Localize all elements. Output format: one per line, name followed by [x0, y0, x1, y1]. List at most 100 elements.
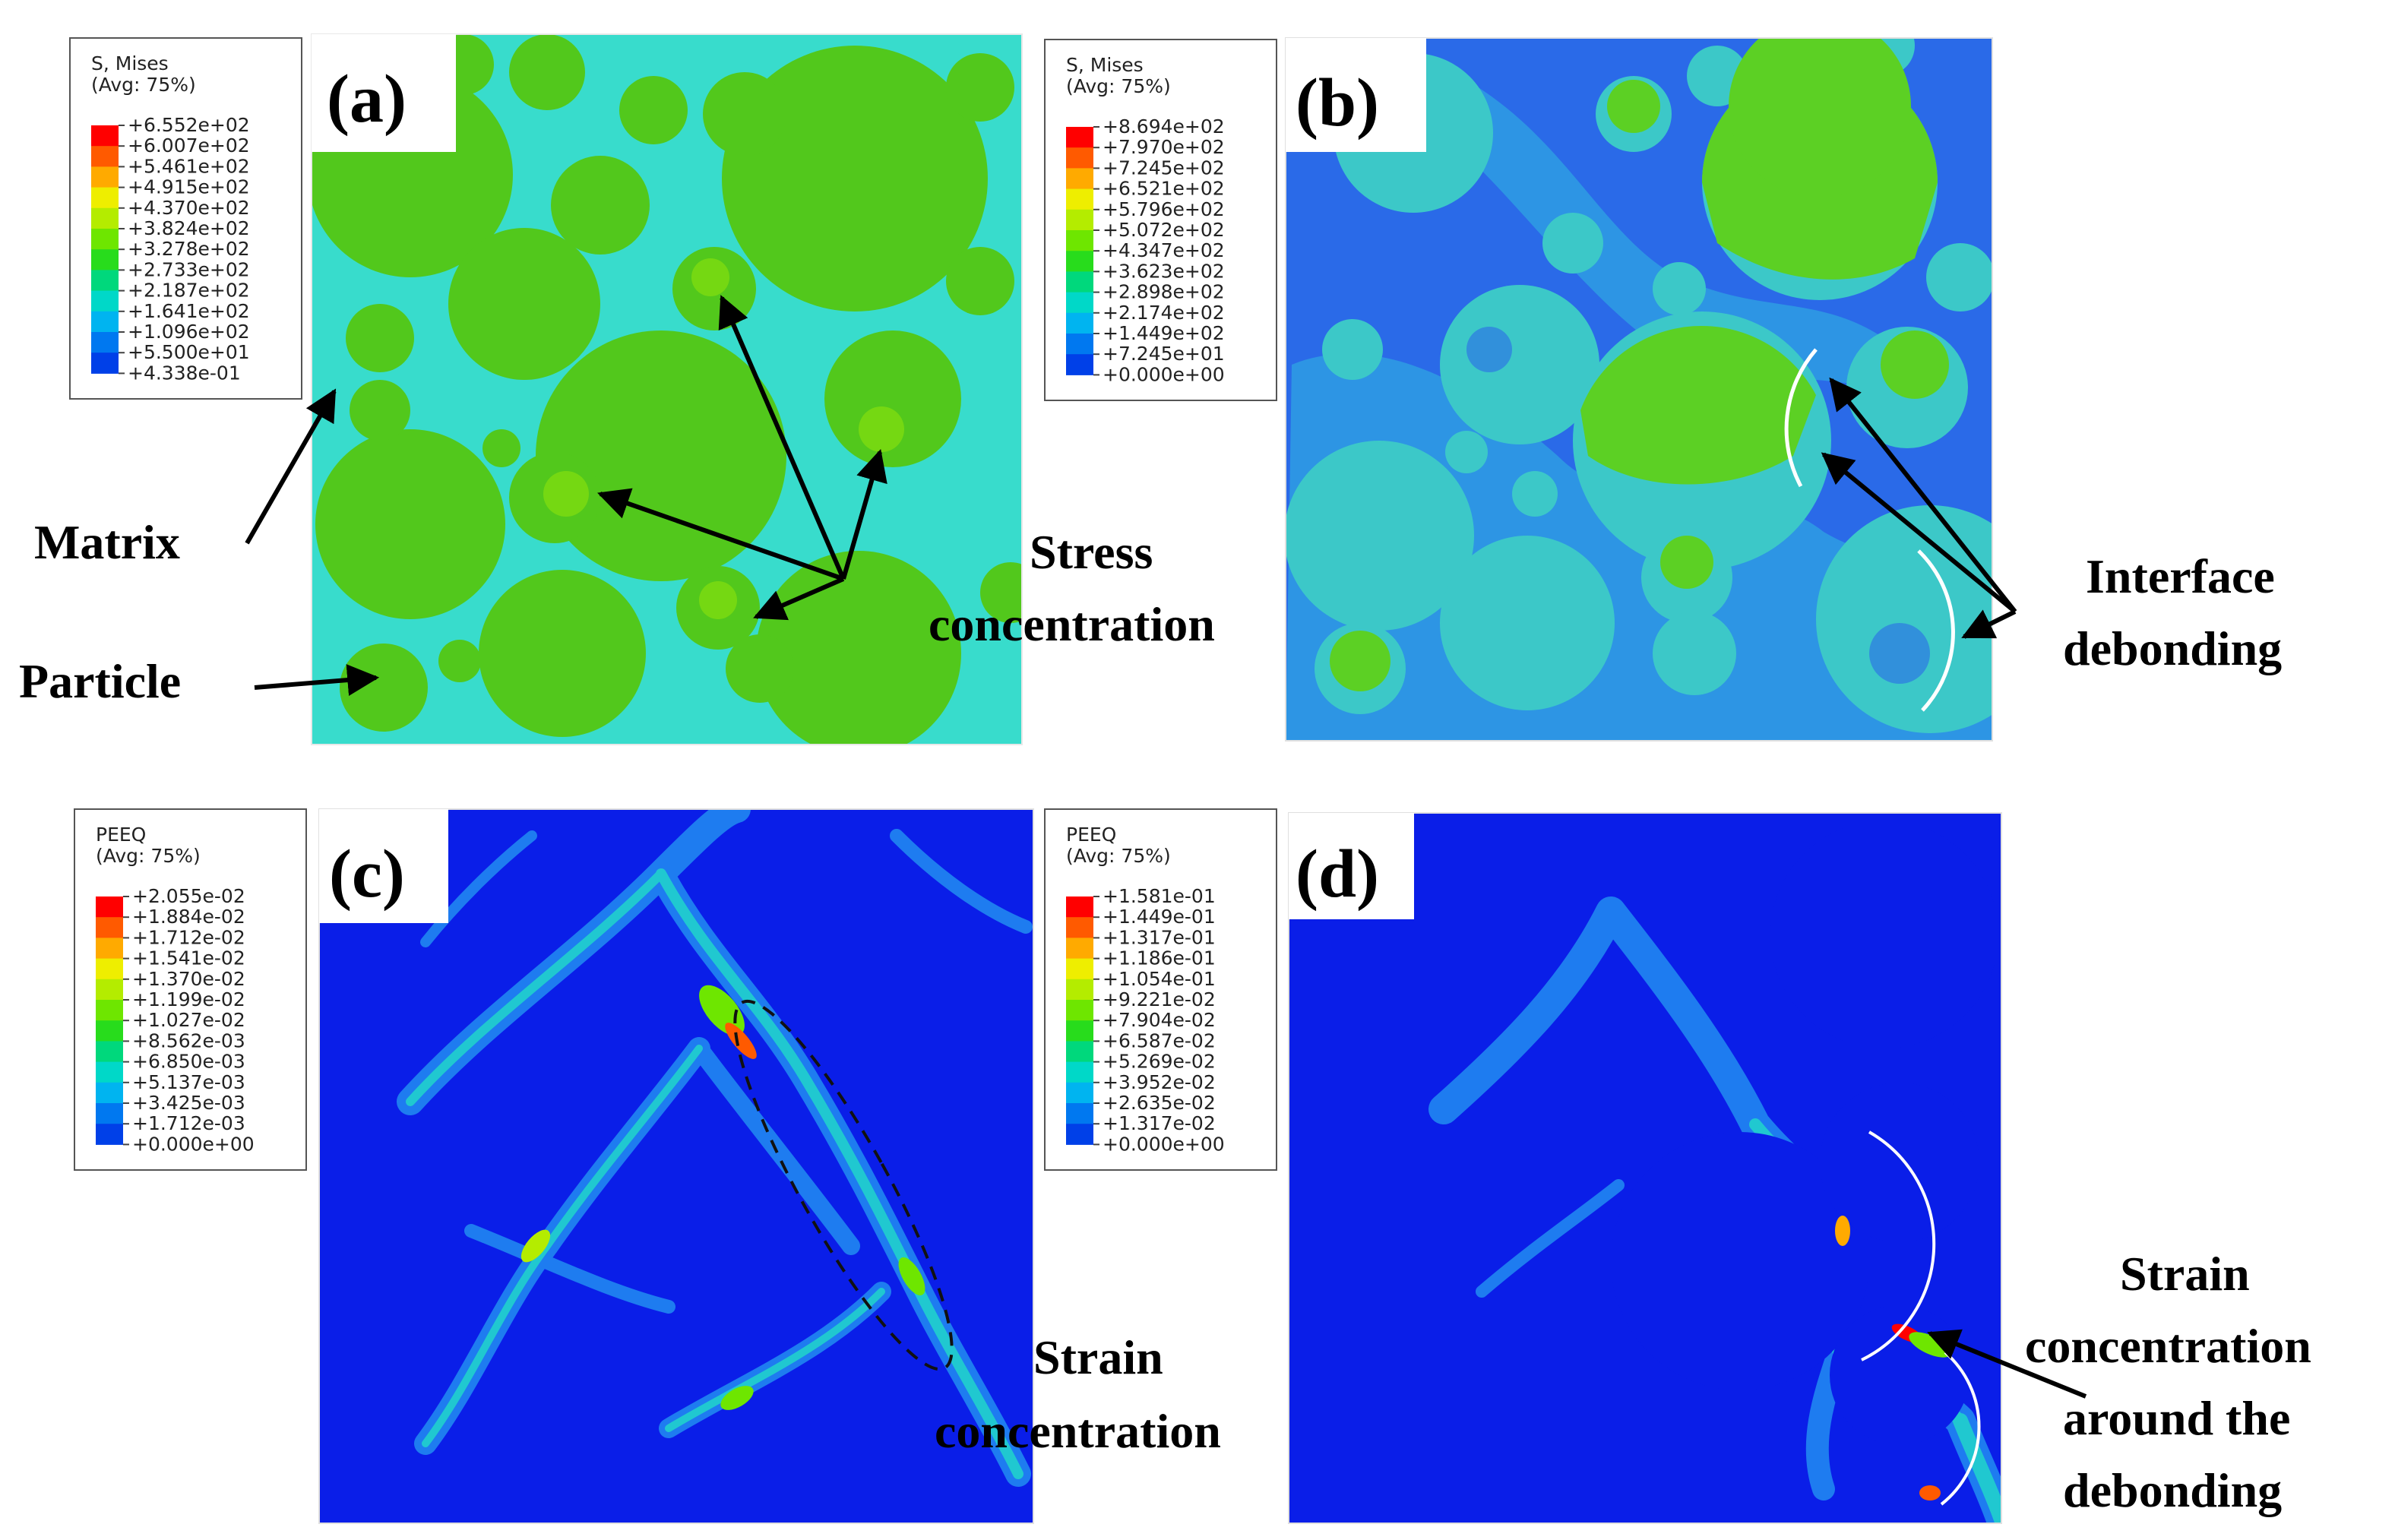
legend-value: +1.641e+02 — [128, 300, 250, 322]
panel-b: (b) S, Mises(Avg: 75%) +8.694e+02+7.970e+… — [1044, 37, 1993, 742]
annotation-particle: Particle — [19, 654, 181, 708]
panel-d-contour-field — [1289, 813, 2001, 1523]
legend-value: +8.694e+02 — [1103, 115, 1225, 138]
arrows-stress — [597, 295, 887, 621]
legend-value: +1.027e-02 — [132, 1009, 245, 1031]
legend-swatch — [91, 270, 119, 292]
panel-d: (d) PEEQ(Avg: 75%)+1.581e-01+1.449e-01+1… — [1044, 808, 2002, 1524]
legend-value: +6.850e-03 — [132, 1051, 245, 1073]
legend-swatch — [96, 1103, 123, 1124]
legend-swatch — [96, 1082, 123, 1104]
legend-value: +1.317e-01 — [1103, 926, 1216, 948]
legend-swatch — [1066, 354, 1093, 375]
legend-title-line: (Avg: 75%) — [1066, 75, 1171, 97]
annotation-strain-c-line2: concentration — [935, 1404, 1221, 1458]
panel-a-contour-field — [312, 34, 1022, 745]
legend-value: +4.347e+02 — [1103, 239, 1225, 261]
legend-swatch — [96, 1000, 123, 1021]
legend-value: +2.055e-02 — [132, 885, 245, 907]
legend-swatch — [1066, 958, 1093, 980]
legend-value: +4.338e-01 — [128, 362, 241, 384]
legend-value: +1.449e+02 — [1103, 322, 1225, 344]
arrow-particle — [254, 664, 380, 696]
legend-value: +1.884e-02 — [132, 906, 245, 928]
annotation-interface-line2: debonding — [2063, 621, 2282, 675]
legend-value: +0.000e+00 — [1103, 363, 1225, 385]
legend-swatch — [1066, 938, 1093, 960]
legend-value: +6.587e-02 — [1103, 1029, 1216, 1051]
legend-value: +1.541e-02 — [132, 947, 245, 969]
panel-label-a: (a) — [327, 62, 407, 137]
legend-title-line: PEEQ — [1066, 824, 1116, 846]
legend-value: +1.712e-03 — [132, 1112, 245, 1134]
legend-value: +1.054e-01 — [1103, 968, 1216, 990]
legend-swatch — [1066, 917, 1093, 938]
legend-value: +1.581e-01 — [1103, 885, 1216, 907]
legend-value: +1.096e+02 — [128, 321, 250, 343]
legend-value: +8.562e-03 — [132, 1029, 245, 1051]
legend-swatch — [1066, 168, 1093, 190]
legend-value: +1.449e-01 — [1103, 906, 1216, 928]
legend-swatch — [91, 290, 119, 312]
legend-value: +2.187e+02 — [128, 280, 250, 302]
annotation-strain-d-line1: Strain — [2120, 1247, 2250, 1301]
legend-value: +1.370e-02 — [132, 968, 245, 990]
legend-title-line: S, Mises — [1066, 54, 1144, 76]
panel-label-d: (d) — [1296, 836, 1379, 912]
legend-swatch — [1066, 1082, 1093, 1104]
annotation-strain-c-line1: Strain — [1033, 1330, 1163, 1384]
legend-swatch — [1066, 127, 1093, 148]
annotations: Matrix Particle Stress concentration Int… — [19, 295, 2311, 1517]
legend-swatch — [91, 332, 119, 353]
legend-value: +4.915e+02 — [128, 176, 250, 198]
legend-swatch — [1066, 312, 1093, 334]
legend-value: +5.461e+02 — [128, 155, 250, 177]
legend-value: +2.733e+02 — [128, 258, 250, 280]
legend-value: +7.904e-02 — [1103, 1009, 1216, 1031]
legend-swatch — [91, 146, 119, 167]
legend-swatch — [91, 311, 119, 333]
legend-value: +5.796e+02 — [1103, 198, 1225, 220]
legend-swatch — [96, 896, 123, 918]
legend-value: +6.552e+02 — [128, 114, 250, 136]
legend-swatch — [1066, 1103, 1093, 1124]
legend-swatch — [1066, 1000, 1093, 1021]
legend-swatch — [91, 187, 119, 209]
legend-value: +3.952e-02 — [1103, 1071, 1216, 1093]
legend-value: +7.970e+02 — [1103, 136, 1225, 158]
legend-value: +7.245e+01 — [1103, 343, 1225, 365]
legend-swatch — [1066, 1041, 1093, 1063]
panel-label-c: (c) — [329, 836, 405, 912]
legend-swatch — [1066, 251, 1093, 272]
legend-value: +1.199e-02 — [132, 988, 245, 1010]
legend-b: S, Mises(Avg: 75%)+8.694e+02+7.970e+02+7… — [1044, 39, 1277, 401]
legend-swatch — [91, 207, 119, 229]
annotation-strain-d-line2: concentration — [2025, 1319, 2311, 1373]
legend-value: +7.245e+02 — [1103, 157, 1225, 179]
legend-value: +5.072e+02 — [1103, 219, 1225, 241]
legend-c: PEEQ(Avg: 75%)+2.055e-02+1.884e-02+1.712… — [74, 808, 307, 1171]
legend-swatch — [1066, 230, 1093, 251]
legend-swatch — [96, 1124, 123, 1145]
legend-value: +1.317e-02 — [1103, 1112, 1216, 1134]
panel-c-contour-field — [319, 809, 1033, 1523]
legend-swatch — [1066, 292, 1093, 314]
legend-swatch — [1066, 1061, 1093, 1083]
arrows-interface — [1821, 377, 2017, 639]
legend-title-line: PEEQ — [96, 824, 146, 846]
legend-swatch — [91, 249, 119, 270]
legend-swatch — [96, 938, 123, 960]
legend-title-line: S, Mises — [91, 52, 169, 74]
annotation-stress-line1: Stress — [1030, 525, 1153, 579]
panel-c: (c) PEEQ(Avg: 75%)+2.055e-02+1.884e-02+1… — [74, 808, 1034, 1524]
panel-label-b: (b) — [1296, 65, 1379, 141]
panel-a: (a) S, Mises(Avg: 75%) +6.552e+02+6.007e+… — [69, 33, 1023, 745]
legend-value: +3.278e+02 — [128, 238, 250, 260]
legend-value: +0.000e+00 — [1103, 1133, 1225, 1155]
annotation-matrix: Matrix — [34, 515, 180, 569]
legend-swatch — [91, 125, 119, 147]
legend-value: +3.425e-03 — [132, 1092, 245, 1114]
legend-swatch — [96, 1041, 123, 1063]
legend-value: +6.007e+02 — [128, 134, 250, 157]
